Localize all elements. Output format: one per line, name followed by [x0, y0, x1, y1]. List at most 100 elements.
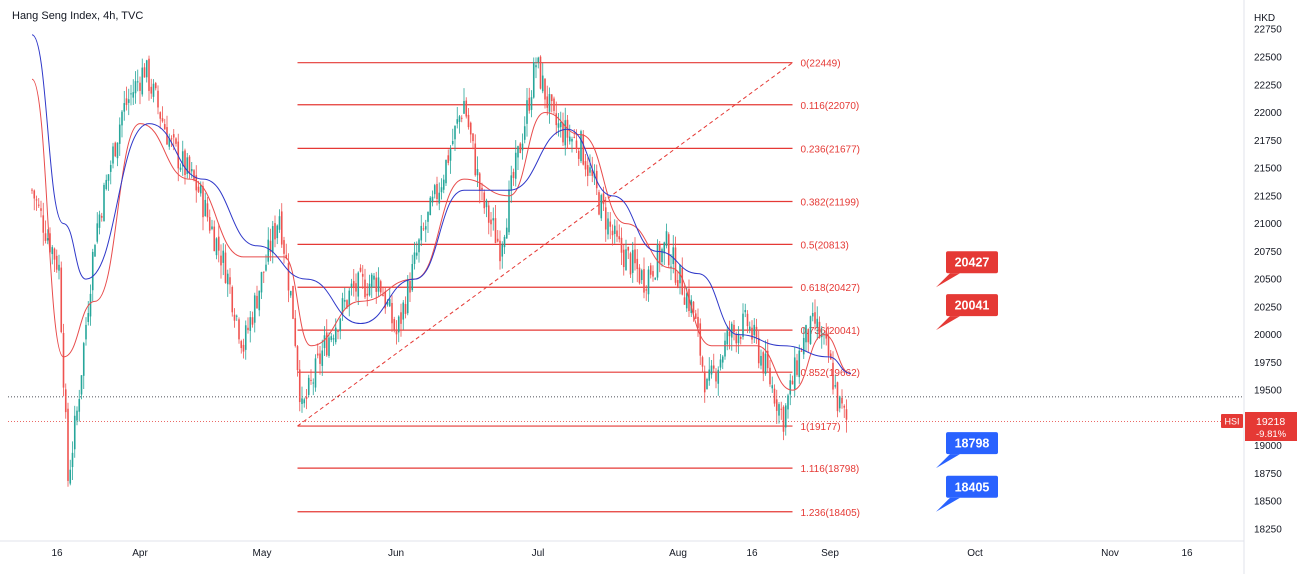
candle-body: [343, 299, 346, 302]
price-badge[interactable]: 18405: [936, 475, 998, 512]
candle-body: [125, 98, 128, 105]
candle-body: [386, 301, 389, 305]
candle-body: [440, 187, 443, 193]
candle-body: [773, 388, 776, 404]
fib-trend-line[interactable]: [297, 62, 793, 427]
price-badges[interactable]: 20427 20041 18798 18405: [936, 251, 998, 512]
candle-body: [314, 358, 317, 388]
candle-body: [562, 123, 564, 143]
candle-body: [465, 100, 468, 117]
candle-body: [334, 327, 337, 343]
candle-body: [735, 333, 738, 344]
fibonacci-extension[interactable]: 0(22449) 0.116(22070) 0.236(21677) 0.382(21…: [297, 59, 861, 519]
candle-body: [289, 290, 292, 296]
candle-body: [782, 406, 785, 432]
candle-body: [755, 326, 758, 338]
candle-body: [550, 94, 553, 102]
candle-body: [577, 150, 580, 159]
candle-body: [195, 175, 198, 191]
candle-body: [809, 316, 812, 345]
y-tick-label: 20000: [1254, 330, 1282, 341]
candle-body: [598, 192, 600, 215]
y-tick-label: 18500: [1254, 497, 1282, 508]
candle-body: [724, 340, 726, 357]
last-price-box: [1245, 412, 1297, 441]
candle-body: [341, 298, 344, 315]
candle-body: [620, 237, 623, 253]
x-tick-label: Nov: [1101, 548, 1119, 559]
candle-body: [256, 295, 258, 309]
candle-body: [235, 315, 238, 317]
currency-label: HKD: [1254, 13, 1275, 24]
candle-body: [829, 353, 832, 360]
candle-body: [802, 337, 805, 355]
candle-body: [269, 240, 272, 252]
candle-body: [206, 203, 209, 218]
candle-body: [787, 395, 789, 410]
candle-body: [733, 324, 735, 333]
fib-level-label: 0.236(21677): [801, 144, 861, 155]
candle-body: [539, 56, 542, 89]
candle-body: [746, 313, 749, 327]
candle-body: [379, 281, 382, 293]
candle-body: [296, 346, 299, 371]
candle-body: [330, 336, 333, 340]
candle-body: [94, 244, 96, 257]
candle-body: [260, 272, 263, 293]
symbol-badge: [1221, 414, 1243, 428]
candle-body: [397, 316, 400, 333]
candle-body: [622, 249, 625, 268]
price-badge[interactable]: 20041: [936, 294, 998, 331]
candle-body: [321, 350, 324, 366]
y-tick-label: 20250: [1254, 302, 1282, 313]
candle-body: [148, 58, 150, 91]
candle-body: [73, 415, 76, 450]
candle-body: [55, 255, 58, 270]
candle-body: [150, 86, 153, 94]
fib-level-label: 0(22449): [801, 59, 841, 70]
y-tick-label: 20750: [1254, 247, 1282, 258]
candle-body: [64, 389, 67, 413]
candle-body: [503, 236, 506, 248]
candle-body: [62, 332, 65, 388]
candle-body: [352, 281, 355, 287]
price-badge[interactable]: 18798: [936, 432, 998, 469]
candle-body: [339, 318, 342, 332]
candle-body: [364, 279, 366, 298]
candle-body: [285, 254, 288, 259]
candle-body: [649, 265, 652, 275]
candle-body: [422, 228, 425, 230]
candle-body: [433, 185, 436, 195]
candle-body: [238, 319, 240, 340]
candle-body: [568, 136, 571, 142]
candle-body: [757, 337, 760, 364]
candle-body: [800, 350, 803, 352]
candle-body: [586, 165, 589, 176]
candle-body: [528, 97, 531, 111]
candle-body: [469, 122, 472, 135]
candle-body: [708, 369, 711, 381]
y-tick-label: 22250: [1254, 80, 1282, 91]
candle-body: [400, 312, 402, 324]
candle-body: [373, 275, 375, 280]
x-tick-label: Jul: [532, 548, 545, 559]
candle-body: [499, 240, 501, 262]
candle-body: [730, 323, 733, 338]
candle-body: [413, 252, 416, 264]
candle-body: [283, 240, 285, 254]
price-badge[interactable]: 20427: [936, 251, 998, 288]
price-badge-text: 20041: [955, 299, 990, 313]
candle-body: [557, 123, 560, 128]
candle-body: [508, 189, 510, 233]
candle-body: [584, 161, 587, 170]
candle-body: [393, 319, 396, 330]
candle-body: [152, 83, 155, 97]
candle-body: [197, 186, 200, 192]
candle-body: [418, 239, 420, 253]
candle-body: [188, 156, 191, 174]
candle-body: [175, 138, 177, 144]
x-tick-label: Oct: [967, 548, 983, 559]
candle-body: [546, 96, 549, 108]
candle-body: [496, 238, 499, 242]
